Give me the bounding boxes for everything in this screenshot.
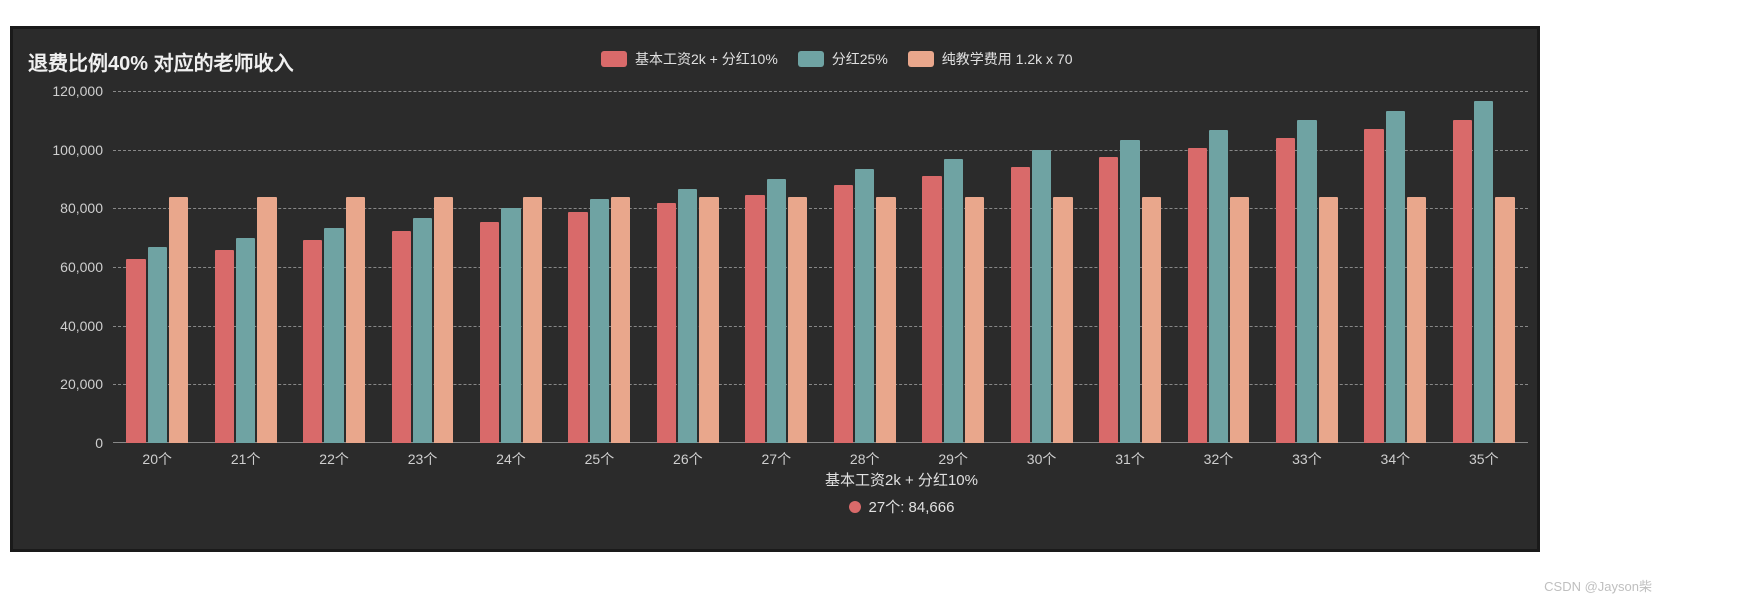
y-tick-label: 0 xyxy=(95,435,113,451)
x-tick-label: 27个 xyxy=(761,443,791,469)
y-tick-label: 20,000 xyxy=(60,376,113,392)
bar[interactable] xyxy=(745,195,764,443)
bar[interactable] xyxy=(699,197,718,443)
bar[interactable] xyxy=(1276,138,1295,443)
bar[interactable] xyxy=(611,197,630,443)
y-tick-label: 40,000 xyxy=(60,318,113,334)
bar[interactable] xyxy=(1386,111,1405,443)
watermark: CSDN @Jayson柴 xyxy=(1544,576,1652,595)
legend-swatch-icon xyxy=(798,51,824,67)
legend-item[interactable]: 纯教学费用 1.2k x 70 xyxy=(908,49,1073,69)
bar[interactable] xyxy=(855,169,874,443)
legend-label: 分红25% xyxy=(832,49,888,69)
bar[interactable] xyxy=(1474,101,1493,443)
bar[interactable] xyxy=(169,197,188,443)
x-tick-label: 22个 xyxy=(319,443,349,469)
legend-item[interactable]: 分红25% xyxy=(798,49,888,69)
tooltip-value: 27个: 84,666 xyxy=(869,496,955,517)
bar[interactable] xyxy=(1032,150,1051,443)
legend-swatch-icon xyxy=(601,51,627,67)
y-tick-label: 80,000 xyxy=(60,200,113,216)
bar[interactable] xyxy=(413,218,432,443)
chart-panel: 退费比例40% 对应的老师收入 基本工资2k + 分红10% 分红25% 纯教学费用… xyxy=(10,26,1540,552)
y-tick-label: 120,000 xyxy=(52,83,113,99)
bar[interactable] xyxy=(148,247,167,443)
y-tick-label: 60,000 xyxy=(60,259,113,275)
legend-label: 纯教学费用 1.2k x 70 xyxy=(942,49,1073,69)
bar[interactable] xyxy=(1099,157,1118,443)
bar[interactable] xyxy=(1120,140,1139,443)
x-tick-label: 31个 xyxy=(1115,443,1145,469)
bar[interactable] xyxy=(392,231,411,443)
bar[interactable] xyxy=(922,176,941,443)
tooltip-row: 27个: 84,666 xyxy=(825,496,978,517)
bar[interactable] xyxy=(1230,197,1249,443)
bar[interactable] xyxy=(1319,197,1338,443)
bar[interactable] xyxy=(678,189,697,443)
bar[interactable] xyxy=(215,250,234,443)
x-tick-label: 29个 xyxy=(938,443,968,469)
x-tick-label: 30个 xyxy=(1027,443,1057,469)
bar[interactable] xyxy=(1209,130,1228,443)
bar[interactable] xyxy=(590,199,609,443)
bar[interactable] xyxy=(767,179,786,443)
bar[interactable] xyxy=(1364,129,1383,443)
tooltip: 基本工资2k + 分红10% 27个: 84,666 xyxy=(825,469,978,517)
bar[interactable] xyxy=(944,159,963,443)
bar[interactable] xyxy=(834,185,853,443)
x-tick-label: 25个 xyxy=(585,443,615,469)
bar[interactable] xyxy=(501,208,520,443)
bar[interactable] xyxy=(324,228,343,443)
plot-area: 020,00040,00060,00080,000100,000120,0002… xyxy=(113,91,1528,443)
x-tick-label: 28个 xyxy=(850,443,880,469)
bar[interactable] xyxy=(657,203,676,443)
x-tick-label: 34个 xyxy=(1381,443,1411,469)
bar[interactable] xyxy=(126,259,145,443)
x-tick-label: 35个 xyxy=(1469,443,1499,469)
bar[interactable] xyxy=(434,197,453,443)
bar[interactable] xyxy=(236,238,255,443)
x-tick-label: 23个 xyxy=(408,443,438,469)
y-tick-label: 100,000 xyxy=(52,142,113,158)
bar[interactable] xyxy=(480,222,499,443)
tooltip-dot-icon xyxy=(849,501,861,513)
bar[interactable] xyxy=(257,197,276,443)
bar[interactable] xyxy=(1453,120,1472,443)
x-tick-label: 21个 xyxy=(231,443,261,469)
bar[interactable] xyxy=(1011,167,1030,444)
x-tick-label: 20个 xyxy=(142,443,172,469)
bar[interactable] xyxy=(346,197,365,443)
gridline xyxy=(113,91,1528,92)
x-tick-label: 33个 xyxy=(1292,443,1322,469)
bar[interactable] xyxy=(1142,197,1161,443)
legend-item[interactable]: 基本工资2k + 分红10% xyxy=(601,49,778,69)
chart-title: 退费比例40% 对应的老师收入 xyxy=(28,47,294,76)
x-tick-label: 32个 xyxy=(1204,443,1234,469)
bar[interactable] xyxy=(788,197,807,443)
legend-label: 基本工资2k + 分红10% xyxy=(635,49,778,69)
bar[interactable] xyxy=(1188,148,1207,443)
legend-swatch-icon xyxy=(908,51,934,67)
bar[interactable] xyxy=(523,197,542,443)
bar[interactable] xyxy=(1053,197,1072,443)
bar[interactable] xyxy=(1407,197,1426,443)
x-tick-label: 24个 xyxy=(496,443,526,469)
tooltip-series-label: 基本工资2k + 分红10% xyxy=(825,469,978,490)
x-tick-label: 26个 xyxy=(673,443,703,469)
bar[interactable] xyxy=(568,212,587,443)
bar[interactable] xyxy=(303,240,322,443)
bar[interactable] xyxy=(876,197,895,443)
legend: 基本工资2k + 分红10% 分红25% 纯教学费用 1.2k x 70 xyxy=(601,49,1073,69)
bar[interactable] xyxy=(1297,120,1316,443)
bar[interactable] xyxy=(965,197,984,443)
bar[interactable] xyxy=(1495,197,1514,443)
